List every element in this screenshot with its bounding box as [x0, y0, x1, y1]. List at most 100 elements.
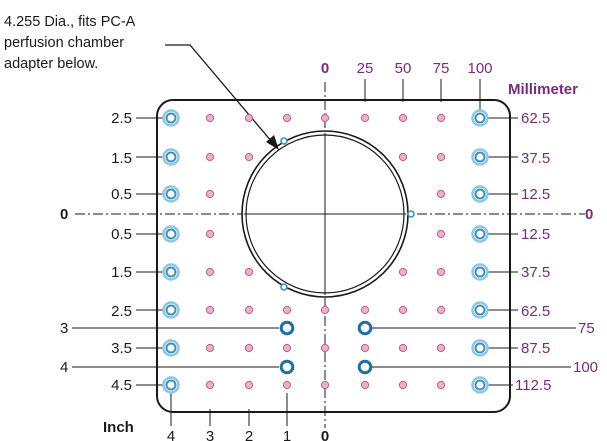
- left-row-label-0-5-bottom: 0.5: [111, 226, 132, 243]
- top-col-label-50: 50: [395, 60, 412, 77]
- grid-hole: [320, 113, 330, 123]
- plate-frame: [156, 99, 511, 413]
- annotation-arrowhead: [266, 135, 279, 150]
- edge-hole: [474, 112, 486, 124]
- bottom-col-label-2: 2: [245, 428, 253, 441]
- left-row-label-2-5-top: 2.5: [111, 110, 132, 127]
- grid-hole: [398, 343, 408, 353]
- grid-hole: [398, 152, 408, 162]
- grid-hole: [436, 267, 446, 277]
- grid-hole: [398, 113, 408, 123]
- grid-hole: [244, 152, 254, 162]
- bottom-col-label-3: 3: [206, 428, 214, 441]
- bottom-col-label-4: 4: [167, 428, 175, 441]
- large-mounting-hole: [357, 320, 373, 336]
- top-col-label-25: 25: [357, 60, 374, 77]
- left-row-label-4: 4: [60, 359, 68, 376]
- right-row-label-87-5: 87.5: [521, 340, 550, 357]
- annotation-line-1: 4.255 Dia., fits PC-A: [4, 14, 136, 30]
- grid-hole: [436, 113, 446, 123]
- inch-unit-label: Inch: [103, 419, 134, 436]
- edge-hole-halo: [162, 185, 180, 203]
- grid-hole: [436, 189, 446, 199]
- grid-hole: [244, 267, 254, 277]
- right-row-label-112-5: 112.5: [515, 377, 551, 394]
- left-row-label-4-5: 4.5: [111, 377, 132, 394]
- grid-hole: [244, 380, 254, 390]
- grid-hole: [436, 380, 446, 390]
- top-col-label-75: 75: [433, 60, 450, 77]
- grid-hole: [205, 380, 215, 390]
- edge-hole: [474, 304, 486, 316]
- grid-hole: [282, 305, 292, 315]
- grid-hole: [205, 229, 215, 239]
- rim-hole-bottom: [280, 283, 288, 291]
- left-row-label-1-5-top: 1.5: [111, 150, 132, 167]
- annotation-line-2: perfusion chamber: [4, 35, 124, 51]
- edge-hole-halo: [471, 301, 489, 319]
- grid-hole: [205, 189, 215, 199]
- right-row-label-0: 0: [585, 206, 593, 223]
- edge-hole-halo: [162, 376, 180, 394]
- top-col-label-0: 0: [321, 60, 329, 77]
- left-row-label-3: 3: [60, 320, 68, 337]
- grid-hole: [320, 380, 330, 390]
- millimeter-unit-label: Millimeter: [508, 81, 578, 98]
- grid-hole: [282, 113, 292, 123]
- edge-hole: [474, 379, 486, 391]
- grid-hole: [398, 380, 408, 390]
- grid-hole: [436, 152, 446, 162]
- grid-hole: [205, 267, 215, 277]
- right-row-label-62-5-bottom: 62.5: [521, 303, 550, 320]
- grid-hole: [244, 305, 254, 315]
- edge-hole: [165, 151, 177, 163]
- grid-hole: [282, 343, 292, 353]
- top-col-label-100: 100: [467, 60, 492, 77]
- edge-hole-halo: [471, 109, 489, 127]
- edge-hole: [474, 151, 486, 163]
- edge-hole-halo: [162, 263, 180, 281]
- bottom-col-label-0: 0: [321, 428, 329, 441]
- large-mounting-hole: [279, 320, 295, 336]
- grid-hole: [360, 305, 370, 315]
- edge-hole-halo: [471, 225, 489, 243]
- edge-hole: [474, 188, 486, 200]
- grid-hole: [244, 343, 254, 353]
- right-row-label-75: 75: [578, 320, 595, 337]
- grid-hole: [244, 113, 254, 123]
- right-row-label-12-5-top: 12.5: [521, 186, 550, 203]
- edge-hole: [165, 188, 177, 200]
- edge-hole-halo: [471, 376, 489, 394]
- rim-hole-right: [407, 210, 415, 218]
- edge-mounting-holes: [162, 109, 489, 394]
- edge-hole: [165, 342, 177, 354]
- edge-hole-halo: [162, 339, 180, 357]
- grid-hole: [205, 343, 215, 353]
- edge-hole: [474, 342, 486, 354]
- grid-hole: [205, 152, 215, 162]
- rim-hole-top: [280, 137, 288, 145]
- large-mounting-hole: [357, 359, 373, 375]
- grid-hole: [436, 343, 446, 353]
- right-row-label-62-5-top: 62.5: [521, 110, 550, 127]
- grid-hole: [205, 113, 215, 123]
- bottom-col-label-1: 1: [283, 428, 291, 441]
- grid-hole: [320, 305, 330, 315]
- edge-hole: [165, 228, 177, 240]
- right-row-label-37-5-bottom: 37.5: [521, 264, 550, 281]
- edge-hole-halo: [162, 109, 180, 127]
- grid-hole: [436, 305, 446, 315]
- right-row-label-37-5-top: 37.5: [521, 150, 550, 167]
- edge-hole-halo: [471, 339, 489, 357]
- left-row-label-2-5-bottom: 2.5: [111, 303, 132, 320]
- grid-hole: [436, 229, 446, 239]
- grid-hole: [398, 267, 408, 277]
- large-mounting-hole: [279, 359, 295, 375]
- edge-hole: [474, 266, 486, 278]
- edge-hole-halo: [162, 225, 180, 243]
- grid-holes: [205, 113, 446, 390]
- grid-hole: [205, 305, 215, 315]
- grid-hole: [360, 113, 370, 123]
- grid-hole: [360, 343, 370, 353]
- edge-hole: [165, 112, 177, 124]
